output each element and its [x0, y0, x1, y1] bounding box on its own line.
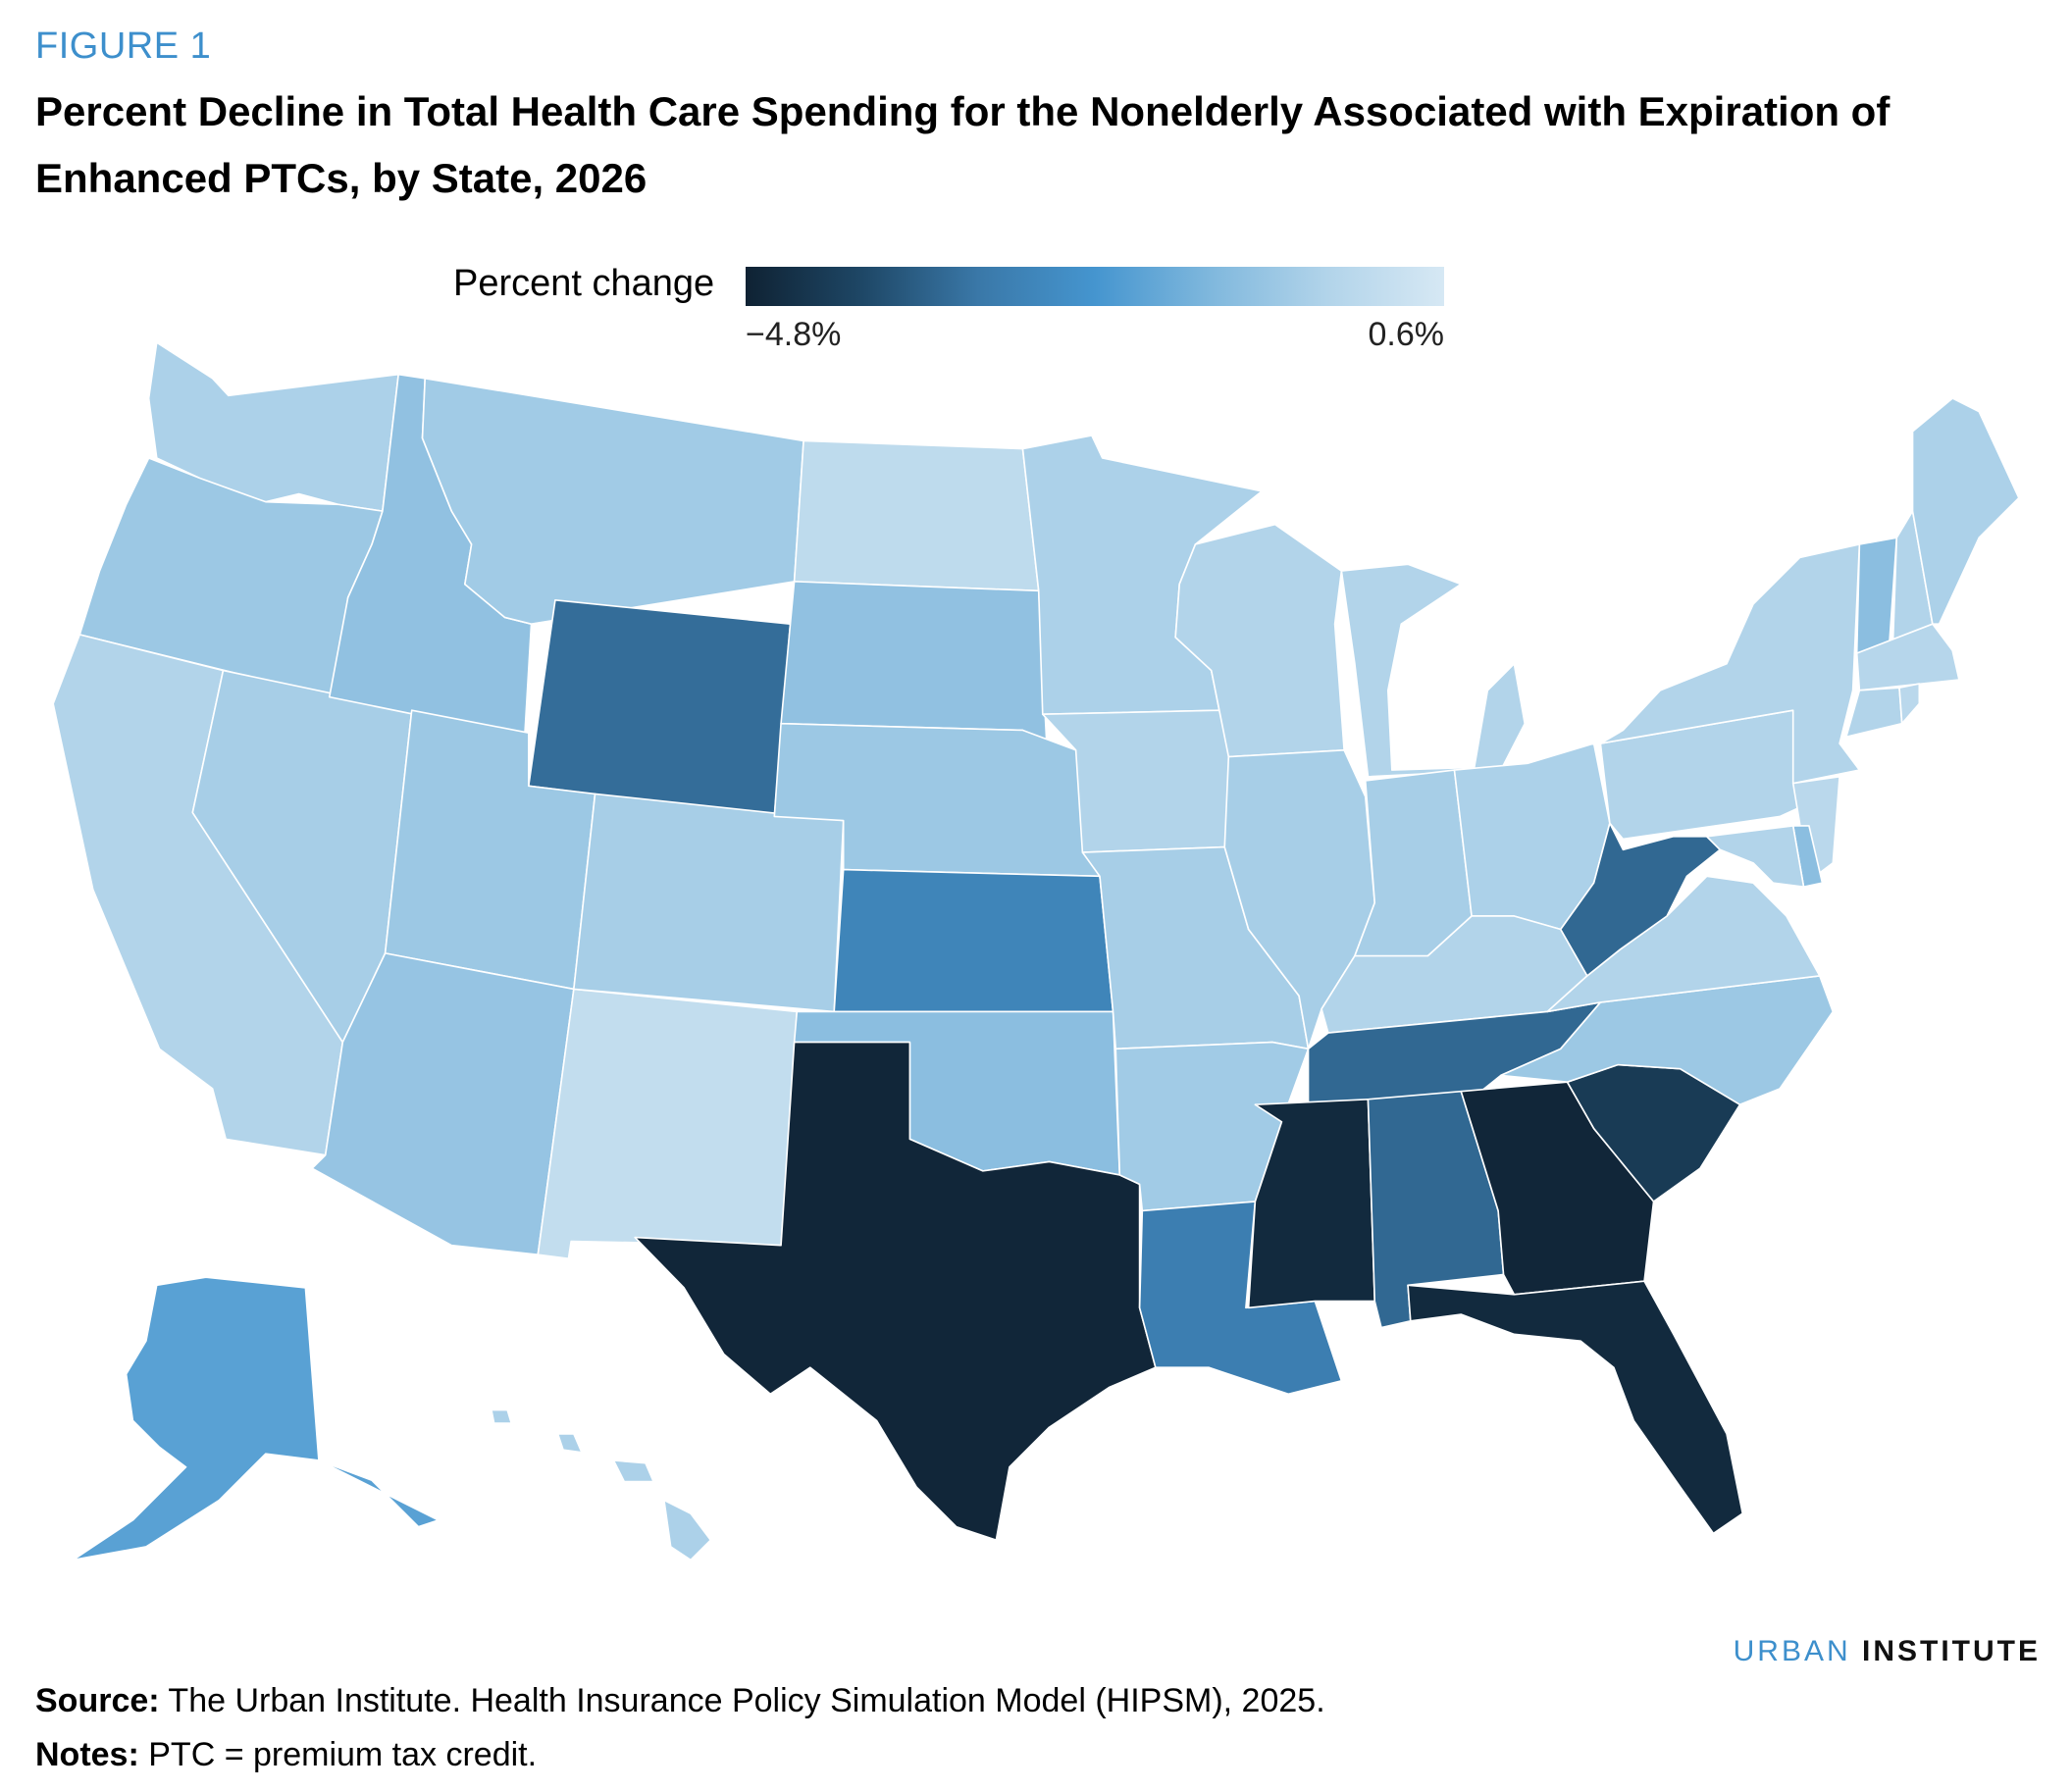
- source-note: Source: The Urban Institute. Health Insu…: [35, 1682, 1325, 1720]
- state-mi: [1340, 563, 1527, 778]
- legend-gradient: [746, 267, 1444, 306]
- brand-institute: INSTITUTE: [1850, 1635, 2041, 1667]
- state-ak: [72, 1276, 440, 1561]
- state-tx: [634, 1041, 1157, 1541]
- state-la: [1138, 1201, 1343, 1396]
- state-co: [573, 793, 845, 1013]
- notes-text: PTC = premium tax credit.: [138, 1736, 538, 1773]
- state-nd: [793, 439, 1040, 592]
- urban-institute-logo: URBAN INSTITUTE: [1734, 1635, 2041, 1668]
- notes-label: Notes:: [35, 1736, 139, 1773]
- figure-label: FIGURE 1: [35, 26, 212, 67]
- state-sd: [780, 581, 1048, 744]
- state-mt: [421, 377, 804, 626]
- state-wa: [147, 341, 399, 512]
- notes: Notes: PTC = premium tax credit.: [35, 1736, 537, 1774]
- legend-title: Percent change: [453, 263, 715, 304]
- state-hi: [663, 1499, 712, 1561]
- state-vt: [1855, 537, 1898, 654]
- state-ny: [1599, 543, 1861, 785]
- state-hi: [556, 1433, 583, 1454]
- state-wy: [528, 599, 792, 818]
- state-hi: [491, 1408, 513, 1424]
- state-ri: [1898, 683, 1921, 725]
- brand-urban: URBAN: [1733, 1635, 1851, 1667]
- state-md: [1705, 825, 1805, 889]
- state-ma: [1855, 623, 1960, 691]
- legend-color-bar: [746, 267, 1444, 306]
- source-label: Source:: [35, 1682, 160, 1719]
- state-fl: [1407, 1280, 1744, 1535]
- state-nm: [537, 988, 799, 1260]
- state-ks: [833, 868, 1114, 1013]
- state-hi: [612, 1459, 654, 1483]
- chart-title: Percent Decline in Total Health Care Spe…: [35, 88, 1891, 201]
- state-ct: [1845, 687, 1903, 739]
- legend-max-label: 0.6%: [1368, 316, 1445, 353]
- legend-min-label: −4.8%: [746, 316, 842, 353]
- state-me: [1911, 397, 2020, 626]
- source-text: The Urban Institute. Health Insurance Po…: [159, 1682, 1325, 1719]
